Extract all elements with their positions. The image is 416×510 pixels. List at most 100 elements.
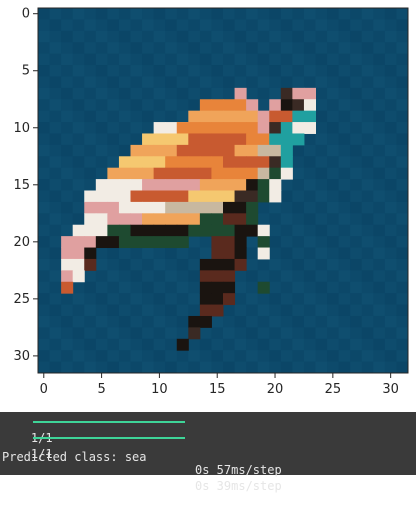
pixel [315, 270, 328, 283]
pixel [361, 201, 374, 214]
turtle-pixel [165, 144, 178, 157]
pixel [361, 167, 374, 180]
pixel [38, 53, 51, 66]
pixel [84, 122, 97, 134]
turtle-pixel [234, 213, 247, 226]
pixel [257, 350, 270, 363]
pixel [118, 65, 131, 77]
pixel [373, 99, 386, 112]
pixel [84, 110, 97, 123]
pixel [234, 293, 247, 306]
turtle-pixel [188, 190, 201, 203]
pixel [188, 236, 201, 249]
pixel [61, 110, 74, 123]
turtle-pixel [234, 110, 247, 123]
pixel [280, 315, 293, 328]
pixel [246, 327, 259, 340]
pixel [49, 8, 62, 20]
pixel [361, 8, 374, 20]
pixel [292, 19, 305, 32]
pixel [338, 270, 351, 283]
pixel [107, 281, 120, 294]
pixel [142, 361, 155, 374]
pixel [361, 122, 374, 134]
pixel [153, 110, 166, 123]
pixel [234, 65, 247, 77]
pixel [95, 327, 108, 340]
turtle-pixel [280, 156, 293, 169]
turtle-pixel [199, 270, 212, 283]
turtle-pixel [211, 281, 224, 294]
y-tick-label: 5 [22, 64, 30, 79]
turtle-pixel [269, 133, 282, 146]
progress-line-1: 1/1 0s 57ms/step [2, 414, 282, 477]
pixel [396, 338, 409, 351]
pixel [280, 30, 293, 43]
pixel [107, 65, 120, 77]
turtle-pixel [223, 258, 236, 271]
pixel [188, 99, 201, 112]
pixel [396, 258, 409, 271]
pixel [269, 350, 282, 363]
pixel [188, 30, 201, 43]
pixel [165, 327, 178, 340]
pixel [373, 8, 386, 20]
pixel [72, 315, 85, 328]
pixel [338, 156, 351, 169]
pixel [49, 224, 62, 237]
pixel [246, 87, 259, 100]
pixel [72, 338, 85, 351]
pixel [350, 327, 363, 340]
pixel [176, 270, 189, 283]
pixel [49, 30, 62, 43]
turtle-pixel [246, 190, 259, 203]
pixel [165, 30, 178, 43]
pixel [315, 156, 328, 169]
pixel [211, 327, 224, 340]
pixel [350, 133, 363, 146]
pixel [72, 53, 85, 66]
turtle-pixel [176, 338, 189, 351]
pixel [246, 338, 259, 351]
pixel [327, 338, 340, 351]
pixel [361, 304, 374, 317]
turtle-pixel [223, 224, 236, 237]
pixel [292, 53, 305, 66]
turtle-pixel [188, 224, 201, 237]
pixel [350, 281, 363, 294]
turtle-pixel [223, 156, 236, 169]
pixel [315, 293, 328, 306]
turtle-pixel [165, 122, 178, 134]
pixel [303, 236, 316, 249]
pixel [176, 30, 189, 43]
pixel [188, 247, 201, 260]
pixel [257, 293, 270, 306]
pixel [199, 53, 212, 66]
pixel [188, 19, 201, 32]
turtle-pixel [72, 236, 85, 249]
x-tick-label: 10 [151, 382, 168, 397]
turtle-pixel [188, 327, 201, 340]
turtle-pixel [153, 156, 166, 169]
turtle-pixel [280, 133, 293, 146]
pixel [153, 338, 166, 351]
turtle-pixel [257, 224, 270, 237]
pixel [61, 338, 74, 351]
pixel [61, 167, 74, 180]
pixel [199, 236, 212, 249]
turtle-pixel [188, 315, 201, 328]
turtle-pixel [61, 270, 74, 283]
pixel [188, 8, 201, 20]
pixel [373, 270, 386, 283]
pixel [303, 338, 316, 351]
pixel [292, 281, 305, 294]
pixel [361, 236, 374, 249]
turtle-pixel [257, 156, 270, 169]
turtle-pixel [72, 258, 85, 271]
pixel [49, 179, 62, 191]
pixel [38, 167, 51, 180]
pixel [234, 270, 247, 283]
pixel [234, 19, 247, 32]
turtle-pixel [118, 224, 131, 237]
pixel [165, 258, 178, 271]
